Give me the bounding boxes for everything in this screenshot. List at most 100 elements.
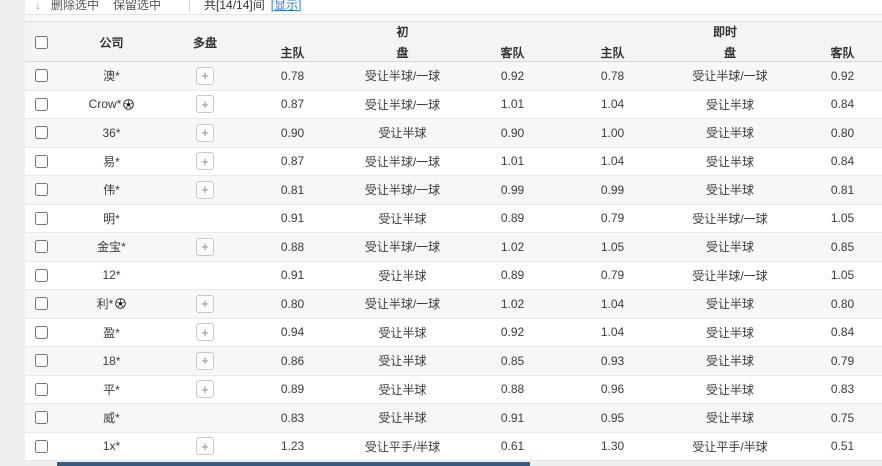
multi-cell: +	[165, 319, 245, 347]
row-checkbox[interactable]	[35, 268, 48, 282]
company-name: 澳*	[103, 69, 120, 84]
company-cell: 36*	[58, 119, 165, 147]
column-header-company: 公司	[99, 36, 124, 50]
keep-selected-button[interactable]: 保留选中	[113, 0, 162, 12]
initial-away-odds: 1.02	[500, 239, 525, 254]
multi-cell: +	[165, 433, 245, 461]
row-checkbox[interactable]	[35, 211, 48, 225]
odds-panel: ↓ 删除选中 保留选中 共[14/14]间 [显示] 公司 多盘 初 即时 主队…	[25, 0, 882, 461]
expand-plus-button[interactable]: +	[196, 380, 214, 399]
row-checkbox[interactable]	[35, 69, 48, 83]
company-cell: 1x*	[58, 433, 165, 461]
expand-plus-button[interactable]: +	[196, 66, 214, 85]
multi-cell: +	[165, 262, 245, 290]
initial-home-odds: 0.80	[280, 296, 305, 311]
live-home-odds: 1.04	[600, 97, 625, 112]
initial-handicap: 受让半球	[378, 126, 427, 141]
row-select-cell	[25, 119, 58, 147]
group-header-live: 即时	[712, 25, 737, 39]
initial-home-odds: 0.87	[280, 97, 305, 112]
company-name: 36*	[102, 125, 121, 140]
live-away-odds: 0.80	[830, 125, 855, 140]
column-header-initial-away: 客队	[500, 45, 525, 60]
row-checkbox[interactable]	[35, 297, 48, 311]
expand-plus-button[interactable]: +	[196, 180, 214, 199]
expand-plus-button[interactable]: +	[196, 95, 214, 114]
row-checkbox[interactable]	[35, 240, 48, 254]
live-handicap: 受让半球/一球	[692, 268, 768, 283]
company-cell: 18*	[58, 347, 165, 375]
select-all-checkbox[interactable]	[35, 36, 48, 49]
table-row: Crow* + 0.87 受让半球/一球 1.01 1.04 受让半球 0.84	[25, 90, 882, 119]
row-select-cell	[25, 290, 58, 318]
expand-plus-button[interactable]: +	[196, 294, 214, 313]
row-select-cell	[25, 404, 58, 432]
row-select-cell	[25, 205, 58, 233]
row-select-cell	[25, 233, 58, 261]
company-cell: 盈*	[58, 319, 165, 347]
table-row: 易* + 0.87 受让半球/一球 1.01 1.04 受让半球 0.84	[25, 147, 882, 176]
initial-home-odds: 0.87	[280, 154, 305, 169]
row-checkbox[interactable]	[35, 411, 48, 425]
expand-plus-button[interactable]: +	[196, 323, 214, 342]
live-away-odds: 1.05	[830, 268, 855, 283]
multi-cell: +	[165, 290, 245, 318]
company-cell: 伟*	[58, 176, 165, 204]
expand-plus-button[interactable]: +	[196, 123, 214, 142]
row-checkbox[interactable]	[35, 183, 48, 197]
multi-cell: +	[165, 91, 245, 119]
initial-home-odds: 0.83	[280, 410, 305, 425]
live-away-odds: 0.85	[830, 239, 855, 254]
live-home-odds: 0.79	[600, 268, 625, 283]
initial-away-odds: 1.01	[500, 97, 525, 112]
multi-cell: +	[165, 119, 245, 147]
initial-away-odds: 1.01	[500, 154, 525, 169]
live-handicap: 受让半球	[705, 411, 754, 426]
live-away-odds: 0.75	[830, 410, 855, 425]
live-handicap: 受让半球/一球	[692, 211, 768, 226]
initial-handicap: 受让半球	[378, 268, 427, 283]
table-row: 平* + 0.89 受让半球 0.88 0.96 受让半球 0.83	[25, 375, 882, 404]
live-away-odds: 1.05	[830, 211, 855, 226]
live-away-odds: 0.84	[830, 325, 855, 340]
row-checkbox[interactable]	[35, 97, 48, 111]
row-checkbox[interactable]	[35, 354, 48, 368]
row-select-cell	[25, 319, 58, 347]
sort-down-arrow-icon[interactable]: ↓	[35, 0, 41, 12]
expand-plus-button[interactable]: +	[196, 152, 214, 171]
row-select-cell	[25, 347, 58, 375]
initial-handicap: 受让平手/半球	[364, 439, 441, 454]
column-header-live-home: 主队	[600, 45, 625, 60]
multi-cell: +	[165, 62, 245, 90]
expand-plus-button[interactable]: +	[196, 237, 214, 256]
column-header-live-away: 客队	[830, 45, 855, 60]
group-header-initial: 初	[396, 25, 409, 39]
row-checkbox[interactable]	[35, 439, 48, 453]
delete-selected-button[interactable]: 删除选中	[51, 0, 100, 12]
company-cell: 易*	[58, 148, 165, 176]
soccer-ball-icon	[115, 298, 127, 310]
expand-plus-button[interactable]: +	[196, 437, 214, 456]
live-away-odds: 0.81	[830, 182, 855, 197]
live-handicap: 受让半球	[705, 325, 754, 340]
multi-cell: +	[165, 376, 245, 404]
show-link[interactable]: [显示]	[270, 0, 302, 12]
row-select-cell	[25, 91, 58, 119]
column-header-multi: 多盘	[192, 36, 217, 50]
initial-handicap: 受让半球/一球	[364, 69, 441, 84]
live-home-odds: 1.00	[600, 125, 625, 140]
company-cell: 明*	[58, 205, 165, 233]
company-name: 伟*	[103, 183, 120, 198]
live-home-odds: 1.04	[600, 325, 625, 340]
row-checkbox[interactable]	[35, 126, 48, 140]
row-checkbox[interactable]	[35, 154, 48, 168]
expand-plus-button[interactable]: +	[196, 351, 214, 370]
row-checkbox[interactable]	[35, 382, 48, 396]
company-cell: 12*	[58, 262, 165, 290]
company-cell: 平*	[58, 376, 165, 404]
row-select-cell	[25, 376, 58, 404]
row-checkbox[interactable]	[35, 325, 48, 339]
live-home-odds: 1.04	[600, 296, 625, 311]
initial-home-odds: 0.86	[280, 353, 305, 368]
initial-handicap: 受让半球	[378, 354, 427, 369]
